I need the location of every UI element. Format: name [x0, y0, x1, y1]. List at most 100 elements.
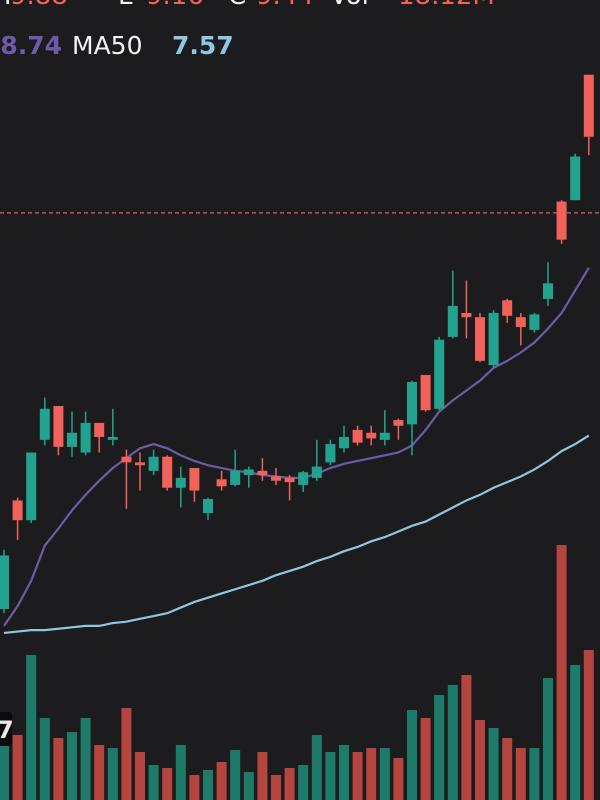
candle-body: [488, 312, 499, 366]
volume-bar: [298, 765, 309, 800]
volume-bar: [135, 752, 145, 800]
volume-bar: [379, 748, 390, 800]
volume-bar: [461, 675, 472, 800]
candle-body: [0, 555, 9, 609]
volume-bar: [475, 720, 485, 800]
volume-bar: [0, 740, 9, 800]
legend-value: 7.57: [172, 31, 234, 60]
volume-bar: [216, 762, 227, 800]
volume-bar: [366, 748, 377, 800]
candle-body: [311, 466, 322, 478]
volume-bar: [284, 768, 295, 800]
volume-bar: [107, 748, 118, 800]
moving-averages: [3, 267, 590, 635]
ma-line: [3, 267, 590, 627]
candle-body: [570, 156, 581, 201]
candle-body: [420, 374, 431, 411]
candle-body: [26, 452, 37, 521]
volume-bar: [583, 650, 594, 800]
header-value: 9.44: [256, 0, 314, 11]
volume-bar: [26, 655, 37, 800]
candle-body: [216, 479, 227, 487]
candle-body: [121, 456, 132, 463]
header-value: 18.12M: [398, 0, 495, 11]
header-label: C: [228, 0, 246, 11]
candle-body: [243, 469, 254, 476]
volume-bar: [420, 718, 431, 800]
volume-bar: [447, 685, 458, 800]
candle-body: [135, 462, 145, 466]
volume-bar: [529, 748, 540, 800]
candle-body: [53, 405, 64, 447]
volume-bar: [80, 718, 91, 800]
volume-pane: [0, 545, 594, 800]
volume-bar: [53, 738, 64, 800]
volume-bar: [407, 710, 417, 800]
candle-body: [284, 477, 295, 483]
volume-bar: [257, 752, 268, 800]
volume-bar: [570, 665, 581, 800]
candle-body: [107, 437, 118, 440]
header-label: Vol: [330, 0, 369, 11]
header-label: H: [0, 0, 12, 11]
volume-bar: [175, 745, 186, 800]
volume-bar: [393, 758, 404, 800]
candle-body: [298, 472, 309, 485]
candle-body: [379, 432, 390, 440]
candle-body: [148, 456, 159, 471]
candle-body: [583, 74, 594, 137]
volume-bar: [148, 765, 159, 800]
candle-body: [257, 470, 268, 476]
header-value: 9.16: [146, 0, 204, 11]
candle-body: [67, 432, 77, 447]
volume-bar: [12, 735, 23, 800]
volume-bar: [556, 545, 567, 800]
candle-body: [407, 382, 417, 425]
candle-body: [80, 422, 91, 453]
candle-body: [162, 456, 173, 488]
volume-tag-box: [0, 712, 12, 746]
volume-bar: [502, 738, 513, 800]
volume-bar: [488, 728, 499, 800]
candle-body: [12, 500, 23, 521]
candle-body: [515, 317, 526, 328]
volume-bar: [162, 768, 173, 800]
volume-bar: [67, 732, 77, 800]
candle-body: [393, 420, 404, 426]
header-label: L: [118, 0, 133, 11]
volume-bar: [94, 745, 105, 800]
candle-body: [175, 477, 186, 488]
volume-bar: [203, 770, 213, 800]
volume-bar: [543, 678, 553, 800]
volume-bar: [352, 752, 363, 800]
candle-body: [339, 437, 349, 449]
ma-line: [3, 434, 590, 635]
candle-body: [352, 429, 363, 443]
volume-bar: [39, 718, 50, 800]
candle-body: [39, 408, 50, 440]
volume-bar: [339, 745, 349, 800]
candle-body: [461, 312, 472, 318]
candle-body: [189, 468, 200, 491]
volume-bar: [325, 752, 336, 800]
volume-bar: [121, 708, 132, 800]
legend-value: 8.74: [0, 31, 62, 60]
candle-body: [366, 432, 377, 439]
candle-body: [434, 339, 445, 409]
volume-bar: [434, 695, 445, 800]
candle-body: [271, 476, 281, 481]
overlay: H9.88L9.16C9.44Vol18.12MMA208.74MA507.57…: [0, 0, 600, 746]
legend-name: MA50: [72, 31, 142, 60]
candle-body: [203, 499, 213, 514]
candle-body: [475, 317, 485, 361]
candle-body: [94, 422, 105, 438]
volume-bar: [230, 750, 241, 800]
volume-bar: [243, 772, 254, 800]
volume-bar: [515, 748, 526, 800]
candle-body: [447, 305, 458, 337]
candle-body: [325, 444, 336, 463]
candle-body: [529, 314, 540, 330]
